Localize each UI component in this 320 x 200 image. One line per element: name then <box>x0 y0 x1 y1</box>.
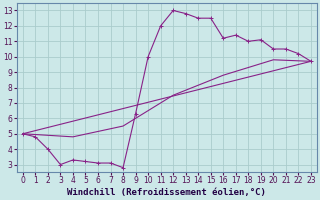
X-axis label: Windchill (Refroidissement éolien,°C): Windchill (Refroidissement éolien,°C) <box>68 188 266 197</box>
